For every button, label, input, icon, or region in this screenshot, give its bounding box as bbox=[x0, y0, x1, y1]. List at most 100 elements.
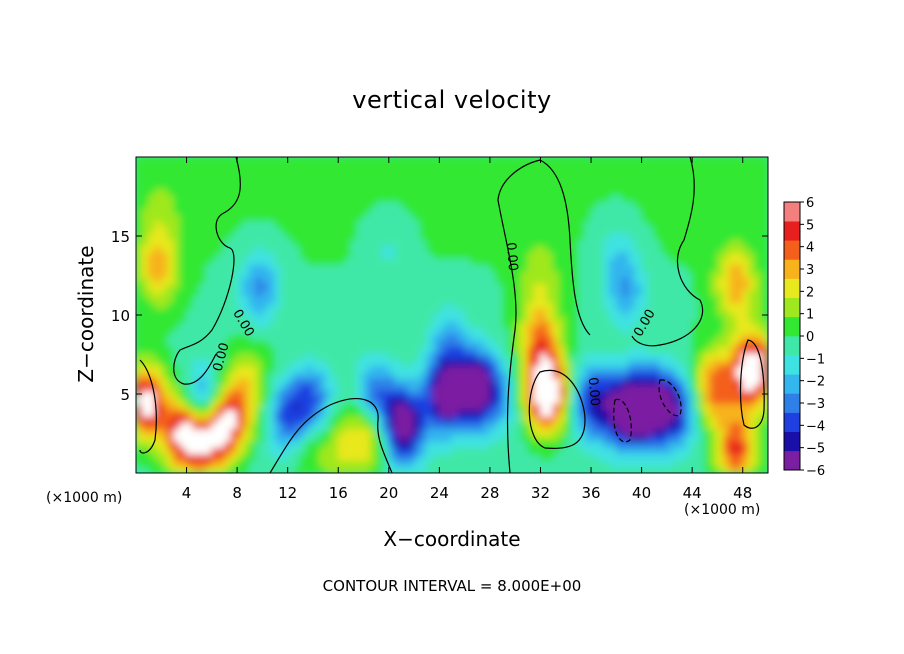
heatmap-cell bbox=[198, 434, 207, 442]
heatmap-cell bbox=[438, 447, 447, 455]
heatmap-cell bbox=[527, 440, 535, 449]
heatmap-cell bbox=[394, 181, 402, 190]
heatmap-cell bbox=[603, 194, 611, 202]
heatmap-cell bbox=[533, 346, 541, 354]
heatmap-cell bbox=[647, 238, 655, 246]
heatmap-cell bbox=[502, 333, 510, 341]
heatmap-cell bbox=[723, 244, 731, 253]
heatmap-cell bbox=[413, 282, 421, 291]
heatmap-cell bbox=[742, 194, 750, 202]
heatmap-cell bbox=[217, 244, 225, 253]
heatmap-cell bbox=[179, 251, 188, 259]
heatmap-cell bbox=[344, 402, 352, 411]
heatmap-cell bbox=[280, 346, 289, 354]
heatmap-cell bbox=[179, 352, 188, 360]
heatmap-cell bbox=[255, 301, 263, 310]
heatmap-cell bbox=[685, 175, 693, 183]
heatmap-cell bbox=[609, 365, 617, 373]
heatmap-cell bbox=[217, 390, 225, 398]
heatmap-cell bbox=[615, 282, 624, 291]
heatmap-cell bbox=[710, 440, 718, 449]
heatmap-cell bbox=[761, 320, 768, 329]
heatmap-cell bbox=[571, 157, 579, 164]
heatmap-cell bbox=[735, 320, 744, 329]
heatmap-cell bbox=[634, 358, 643, 367]
heatmap-cell bbox=[596, 232, 605, 240]
heatmap-cell bbox=[381, 333, 390, 341]
heatmap-cell bbox=[641, 276, 649, 284]
heatmap-cell bbox=[136, 175, 143, 183]
heatmap-cell bbox=[565, 276, 573, 284]
heatmap-cell bbox=[337, 333, 346, 341]
heatmap-cell bbox=[464, 188, 472, 196]
heatmap-cell bbox=[691, 377, 699, 386]
heatmap-cell bbox=[173, 339, 181, 348]
heatmap-cell bbox=[160, 188, 169, 196]
heatmap-cell bbox=[710, 308, 718, 316]
heatmap-cell bbox=[306, 339, 314, 348]
heatmap-cell bbox=[647, 257, 655, 265]
heatmap-cell bbox=[375, 339, 383, 348]
heatmap-cell bbox=[325, 244, 333, 253]
heatmap-cell bbox=[400, 396, 409, 404]
heatmap-cell bbox=[160, 162, 169, 171]
heatmap-cell bbox=[445, 396, 453, 404]
heatmap-cell bbox=[400, 320, 409, 329]
heatmap-cell bbox=[148, 270, 156, 278]
heatmap-cell bbox=[628, 352, 636, 360]
heatmap-cell bbox=[306, 453, 314, 461]
heatmap-cell bbox=[280, 453, 289, 461]
heatmap-cell bbox=[571, 390, 579, 398]
heatmap-cell bbox=[198, 301, 207, 310]
heatmap-cell bbox=[242, 320, 251, 329]
heatmap-cell bbox=[584, 390, 592, 398]
heatmap-cell bbox=[476, 282, 485, 291]
heatmap-cell bbox=[198, 238, 207, 246]
heatmap-cell bbox=[558, 213, 567, 221]
heatmap-cell bbox=[413, 428, 421, 436]
heatmap-cell bbox=[148, 200, 156, 209]
heatmap-cell bbox=[470, 333, 478, 341]
heatmap-cell bbox=[160, 415, 169, 423]
heatmap-cell bbox=[426, 352, 434, 360]
heatmap-cell bbox=[394, 327, 402, 335]
heatmap-cell bbox=[666, 194, 674, 202]
heatmap-cell bbox=[136, 244, 143, 253]
heatmap-cell bbox=[173, 390, 181, 398]
heatmap-cell bbox=[558, 421, 567, 430]
heatmap-cell bbox=[552, 289, 560, 297]
heatmap-cell bbox=[249, 365, 257, 373]
heatmap-cell bbox=[236, 314, 244, 322]
heatmap-cell bbox=[356, 238, 365, 246]
heatmap-cell bbox=[318, 352, 327, 360]
heatmap-cell bbox=[445, 453, 453, 461]
heatmap-cell bbox=[742, 169, 750, 177]
heatmap-cell bbox=[400, 188, 409, 196]
heatmap-cell bbox=[502, 219, 510, 228]
heatmap-cell bbox=[230, 466, 238, 473]
heatmap-cell bbox=[280, 396, 289, 404]
heatmap-cell bbox=[710, 352, 718, 360]
heatmap-cell bbox=[217, 365, 225, 373]
heatmap-cell bbox=[363, 219, 371, 228]
heatmap-cell bbox=[192, 447, 200, 455]
heatmap-cell bbox=[255, 213, 263, 221]
heatmap-cell bbox=[400, 175, 409, 183]
heatmap-cell bbox=[584, 257, 592, 265]
heatmap-cell bbox=[426, 219, 434, 228]
heatmap-cell bbox=[445, 175, 453, 183]
heatmap-cell bbox=[476, 459, 485, 468]
heatmap-cell bbox=[173, 175, 181, 183]
heatmap-cell bbox=[148, 453, 156, 461]
heatmap-cell bbox=[186, 226, 194, 234]
heatmap-cell bbox=[691, 459, 699, 468]
heatmap-cell bbox=[236, 428, 244, 436]
heatmap-cell bbox=[685, 232, 693, 240]
heatmap-cell bbox=[419, 365, 428, 373]
heatmap-cell bbox=[148, 459, 156, 468]
heatmap-cell bbox=[306, 251, 314, 259]
heatmap-cell bbox=[445, 415, 453, 423]
heatmap-cell bbox=[141, 415, 150, 423]
heatmap-cell bbox=[647, 428, 655, 436]
heatmap-cell bbox=[217, 371, 225, 379]
